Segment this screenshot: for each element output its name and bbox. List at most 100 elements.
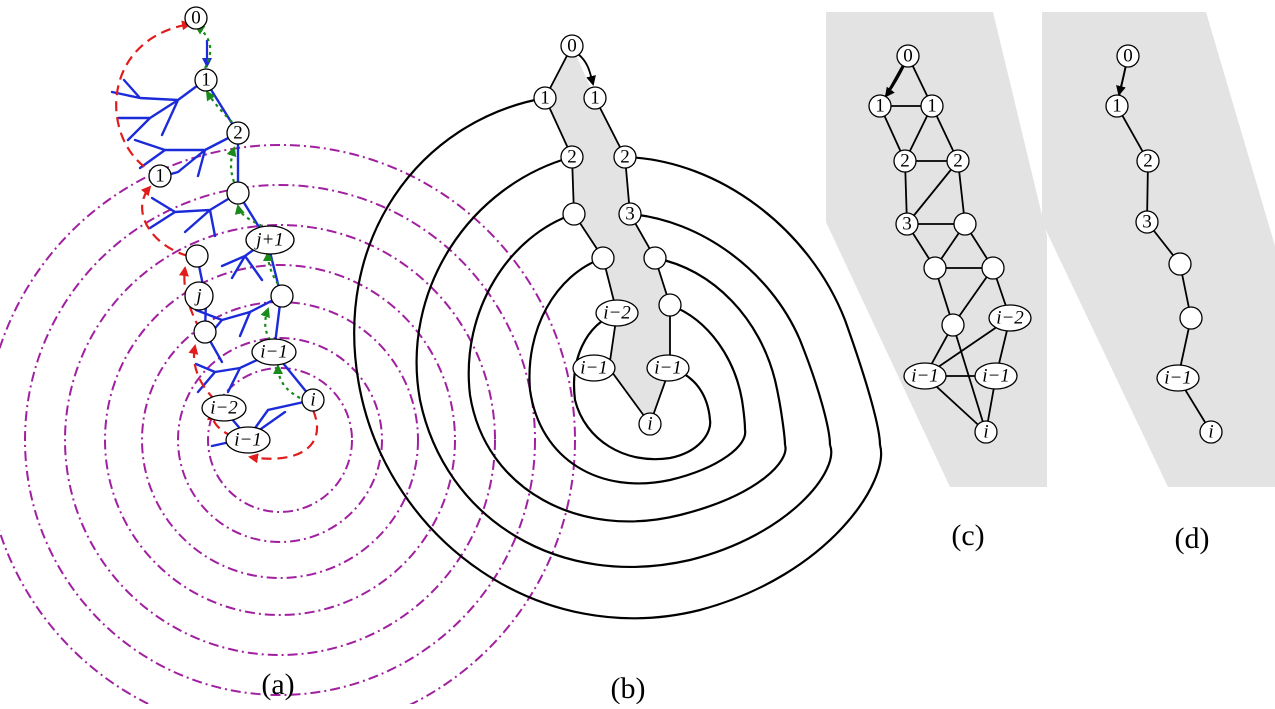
panel-b-nodes: 0 1 1 2 2 3 i−2 i−1 i−1 i [533, 34, 690, 436]
svg-text:0: 0 [903, 46, 913, 67]
panel-c: 0 1 1 2 2 3 i−2 i−1 i−1 i (c) [826, 12, 1047, 552]
svg-text:i−1: i−1 [982, 366, 1010, 387]
node-2: 2 [1136, 149, 1160, 173]
node-1: 1 [533, 86, 557, 110]
svg-text:i−1: i−1 [234, 430, 262, 451]
node-blank [270, 284, 294, 308]
svg-text:i−1: i−1 [1164, 368, 1192, 389]
svg-text:i−1: i−1 [911, 366, 939, 387]
svg-text:i−2: i−2 [603, 303, 631, 324]
shaded-region-b [545, 46, 670, 424]
caption-c: (c) [951, 519, 984, 552]
svg-text:1: 1 [590, 88, 600, 109]
node-i: i [638, 412, 662, 436]
node-blank [643, 246, 667, 270]
node-blank [1179, 306, 1203, 330]
svg-text:0: 0 [191, 8, 201, 29]
tree-branches [110, 78, 287, 448]
svg-text:i−2: i−2 [210, 398, 238, 419]
node-2: 2 [226, 121, 250, 145]
node-i: i [1199, 420, 1223, 444]
node-im1: i−1 [646, 354, 690, 382]
caption-d: (d) [1175, 522, 1210, 555]
panel-b: 0 1 1 2 2 3 i−2 i−1 i−1 i (b) [353, 34, 883, 705]
svg-text:2: 2 [900, 151, 910, 172]
node-blank [185, 244, 209, 268]
node-im1: i−1 [903, 362, 947, 390]
svg-text:i: i [310, 390, 315, 411]
orbit-circles [0, 144, 576, 709]
panel-a-nodes: 0 1 2 1 j+1 j i−1 i i−2 i−1 [148, 6, 325, 454]
node-im1: i−1 [1156, 364, 1200, 392]
node-im1b: i−1 [225, 426, 271, 454]
node-i: i [974, 420, 998, 444]
node-2: 2 [560, 145, 584, 169]
svg-text:i−1: i−1 [654, 358, 682, 379]
svg-text:1: 1 [875, 96, 885, 117]
svg-text:1: 1 [927, 96, 937, 117]
node-1: 1 [1105, 94, 1129, 118]
node-blank [923, 256, 947, 280]
panel-a: 0 1 2 1 j+1 j i−1 i i−2 i−1 (a) [0, 6, 576, 709]
svg-text:2: 2 [620, 147, 630, 168]
node-i: i [301, 388, 325, 412]
node-1: 1 [920, 94, 944, 118]
svg-text:j+1: j+1 [253, 230, 284, 251]
node-im1: i−1 [572, 354, 616, 382]
svg-text:i: i [1208, 422, 1213, 443]
node-2: 2 [893, 149, 917, 173]
svg-text:i−1: i−1 [580, 358, 608, 379]
svg-text:3: 3 [902, 214, 912, 235]
panel-d-nodes: 0 1 2 3 i−1 i [1105, 44, 1223, 444]
panel-d: 0 1 2 3 i−1 i (d) [1042, 12, 1275, 555]
svg-text:1: 1 [1112, 96, 1122, 117]
svg-text:i−1: i−1 [260, 342, 288, 363]
svg-text:i: i [983, 422, 988, 443]
node-1: 1 [194, 68, 218, 92]
node-0: 0 [1116, 44, 1140, 68]
node-j1: j+1 [245, 225, 295, 255]
node-2: 2 [613, 145, 637, 169]
svg-text:0: 0 [1123, 46, 1133, 67]
panel-c-nodes: 0 1 1 2 2 3 i−2 i−1 i−1 i [868, 44, 1032, 444]
svg-text:2: 2 [953, 151, 963, 172]
node-3: 3 [895, 212, 919, 236]
svg-text:2: 2 [1143, 151, 1153, 172]
node-blank [981, 256, 1005, 280]
node-0: 0 [896, 44, 920, 68]
svg-text:1: 1 [201, 70, 211, 91]
svg-text:i−2: i−2 [996, 308, 1024, 329]
svg-text:2: 2 [567, 147, 577, 168]
node-1: 1 [868, 94, 892, 118]
node-0: 0 [184, 6, 208, 30]
node-j: j [184, 281, 214, 311]
caption-b: (b) [611, 672, 646, 704]
node-blank [591, 246, 615, 270]
node-im2: i−2 [595, 299, 639, 327]
shaded-region-d [1042, 12, 1275, 487]
node-im2: i−2 [201, 394, 247, 422]
node-im1: i−1 [251, 338, 297, 366]
svg-text:0: 0 [567, 36, 577, 57]
node-blank [953, 212, 977, 236]
svg-text:1: 1 [540, 88, 550, 109]
svg-text:1: 1 [155, 166, 165, 187]
node-im1: i−1 [974, 362, 1018, 390]
caption-a: (a) [261, 668, 294, 701]
node-1b: 1 [148, 164, 172, 188]
node-blank [941, 313, 965, 337]
node-3: 3 [1135, 210, 1159, 234]
svg-text:3: 3 [625, 204, 635, 225]
node-im2: i−2 [988, 304, 1032, 332]
node-blank [193, 320, 217, 344]
svg-text:i: i [647, 414, 652, 435]
node-1: 1 [583, 86, 607, 110]
node-blank [658, 293, 682, 317]
node-blank [1168, 252, 1192, 276]
node-blank [226, 181, 250, 205]
node-blank [562, 202, 586, 226]
node-0: 0 [560, 34, 584, 58]
shaded-region-c [826, 12, 1047, 487]
node-2: 2 [946, 149, 970, 173]
